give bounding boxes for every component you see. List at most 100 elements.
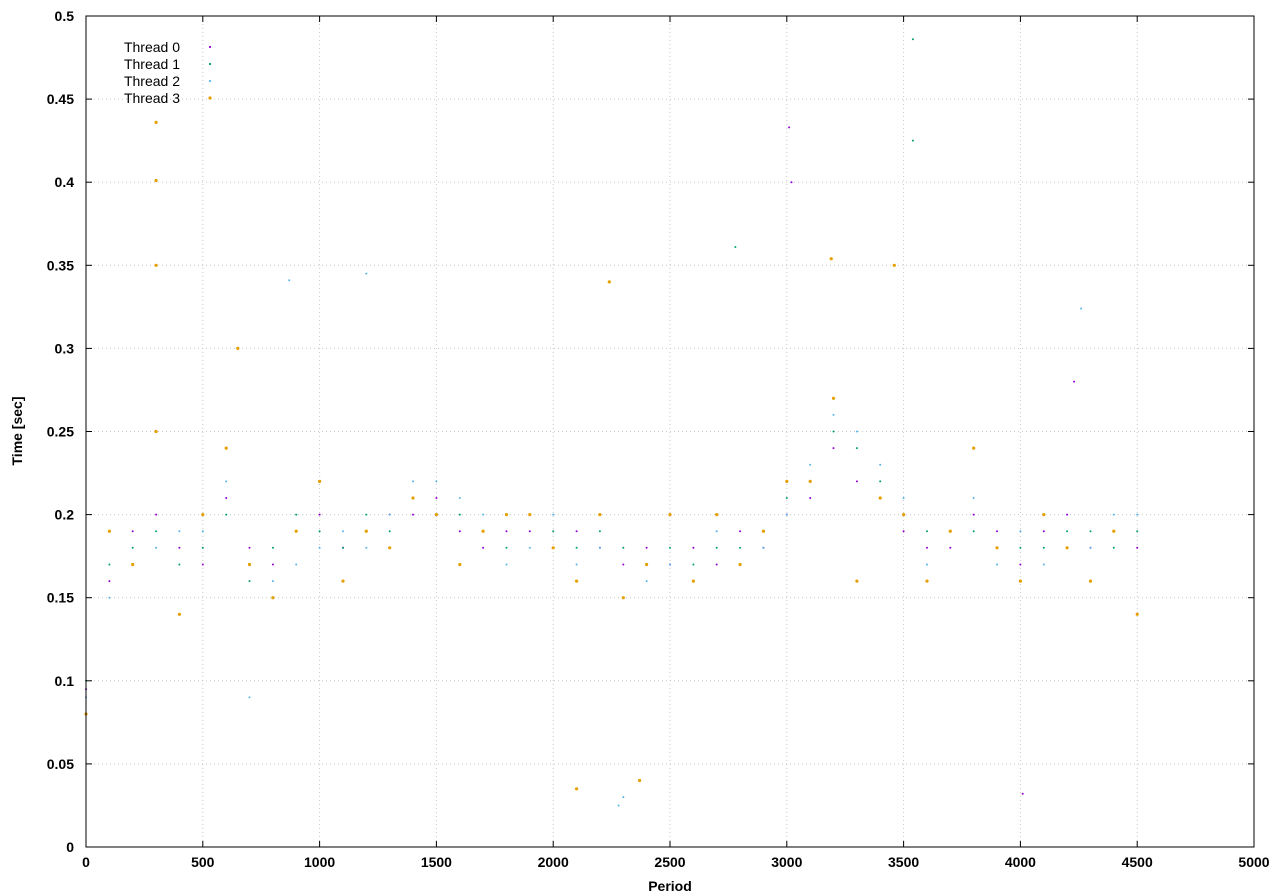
data-point <box>1073 380 1076 383</box>
data-point <box>434 513 438 517</box>
legend-marker <box>208 45 212 49</box>
data-point <box>855 579 859 583</box>
data-point <box>1112 546 1115 549</box>
data-point <box>551 546 555 550</box>
data-point <box>225 480 228 483</box>
data-point <box>575 530 578 533</box>
data-point <box>575 563 578 566</box>
data-point <box>739 530 742 533</box>
data-point <box>247 562 252 567</box>
data-point <box>178 530 181 533</box>
data-points <box>84 38 1139 807</box>
data-point <box>224 446 228 450</box>
y-tick-label: 0.15 <box>47 590 74 606</box>
data-point <box>504 513 509 517</box>
legend-label: Thread 0 <box>124 39 180 55</box>
data-point <box>607 280 611 284</box>
data-point <box>248 546 251 549</box>
data-point <box>435 497 438 499</box>
series-1-points <box>85 38 1139 682</box>
data-point <box>645 580 648 583</box>
data-point <box>552 513 555 516</box>
data-point <box>948 529 952 533</box>
data-point <box>892 263 896 267</box>
data-point <box>1019 563 1022 566</box>
data-point <box>1135 612 1139 616</box>
data-point <box>271 563 274 566</box>
data-point <box>178 546 181 549</box>
data-point <box>598 530 601 533</box>
data-point <box>154 178 158 183</box>
data-point <box>972 446 976 450</box>
data-point <box>715 513 719 517</box>
data-point <box>617 804 620 807</box>
data-point <box>925 579 929 583</box>
y-tick-label: 0.45 <box>47 91 74 107</box>
data-point <box>911 139 914 142</box>
data-point <box>1042 546 1045 549</box>
data-point <box>598 546 601 549</box>
data-point <box>505 530 508 533</box>
data-point <box>364 529 368 533</box>
y-tick-label: 0.4 <box>55 174 75 190</box>
data-point <box>458 562 462 567</box>
x-tick-label: 2500 <box>654 854 685 870</box>
y-tick-label: 0.3 <box>55 340 75 356</box>
data-point <box>715 563 718 566</box>
data-point <box>669 546 671 549</box>
legend-label: Thread 3 <box>124 90 180 106</box>
data-point <box>972 513 975 516</box>
data-point <box>505 563 508 566</box>
data-point <box>528 513 532 517</box>
y-tick-label: 0.5 <box>55 8 75 24</box>
data-point <box>855 430 858 433</box>
data-point <box>809 463 812 466</box>
data-point <box>902 513 906 517</box>
data-point <box>318 513 321 516</box>
x-tick-label: 500 <box>191 854 215 870</box>
data-point <box>902 530 905 533</box>
data-point <box>926 530 928 533</box>
y-tick-label: 0.25 <box>47 424 74 440</box>
data-point <box>295 513 298 516</box>
data-point <box>365 546 368 549</box>
data-point <box>552 530 555 533</box>
legend-marker <box>208 79 212 83</box>
data-point <box>739 546 742 549</box>
data-point <box>972 497 975 499</box>
data-point <box>785 497 788 499</box>
data-point <box>598 513 602 517</box>
data-point <box>831 396 836 400</box>
x-tick-label: 1500 <box>421 854 452 870</box>
data-point <box>832 413 835 416</box>
data-point <box>832 447 835 450</box>
series-3-points <box>84 120 1139 791</box>
data-point <box>131 546 134 549</box>
data-point <box>1066 530 1069 533</box>
y-tick-label: 0.2 <box>55 507 75 523</box>
data-point <box>1136 530 1139 533</box>
data-point <box>879 463 882 466</box>
data-point <box>271 596 275 600</box>
data-point <box>949 546 952 549</box>
legend-label: Thread 1 <box>124 56 180 72</box>
x-tick-label: 3500 <box>888 854 919 870</box>
data-point <box>294 529 298 533</box>
x-tick-label: 3000 <box>771 854 802 870</box>
y-axis-ticks: 0 0.05 0.1 0.15 0.2 0.25 0.3 0.35 0.4 0.45 0.5 <box>47 8 1254 855</box>
data-point <box>715 530 718 533</box>
data-point <box>622 546 625 549</box>
data-point <box>692 563 695 566</box>
data-point <box>201 513 205 517</box>
data-point <box>669 563 671 566</box>
data-point <box>668 513 672 517</box>
series-0-points <box>85 126 1139 795</box>
data-point <box>638 778 642 783</box>
data-point <box>412 480 414 483</box>
data-point <box>435 480 438 483</box>
data-point <box>481 529 485 533</box>
x-tick-label: 1000 <box>304 854 335 870</box>
data-point <box>248 696 251 699</box>
data-point <box>622 563 625 566</box>
